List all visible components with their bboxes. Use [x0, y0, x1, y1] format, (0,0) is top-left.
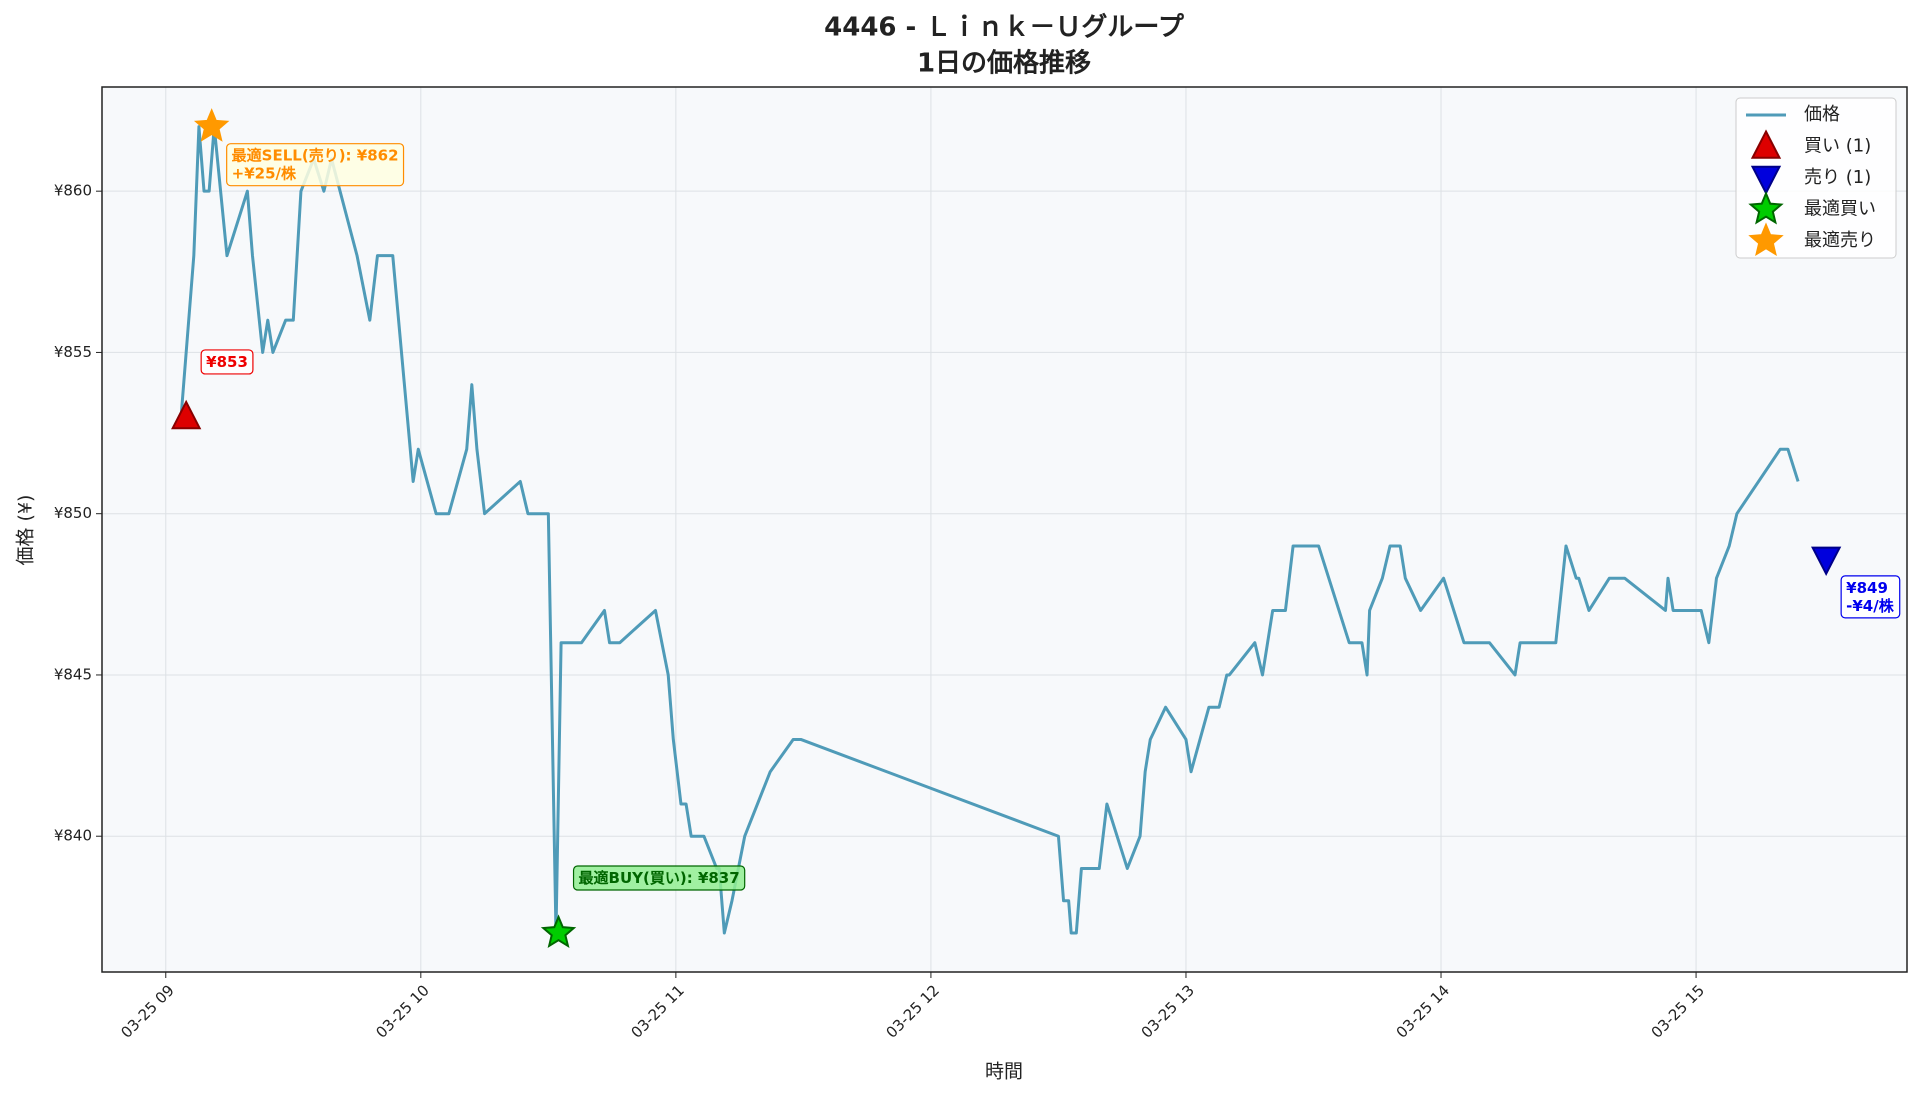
annotation-text: ¥853 — [206, 353, 248, 371]
x-tick-label: 03-25 09 — [117, 981, 177, 1041]
y-tick-label: ¥840 — [54, 827, 92, 845]
x-axis-label: 時間 — [985, 1061, 1023, 1083]
legend-label: 売り (1) — [1804, 167, 1871, 188]
annotation: 最適SELL(売り): ¥862 +¥25/株 — [226, 143, 405, 187]
annotation-text: 最適BUY(買い): ¥837 — [579, 869, 740, 887]
legend-label: 価格 — [1804, 104, 1840, 125]
legend-label: 最適買い — [1804, 199, 1876, 220]
annotation-box — [1840, 575, 1901, 619]
annotation-text: ¥849 -¥4/株 — [1846, 579, 1895, 615]
annotation-line: -¥4/株 — [1846, 597, 1895, 615]
y-tick-label: ¥855 — [54, 343, 92, 361]
annotation: ¥849 -¥4/株 — [1840, 575, 1901, 619]
legend-label: 買い (1) — [1804, 136, 1871, 157]
annotation-text: 最適SELL(売り): ¥862 +¥25/株 — [232, 147, 399, 183]
annotation-line: ¥853 — [206, 353, 248, 371]
y-axis-label: 価格 (¥) — [15, 495, 37, 566]
y-tick-label: ¥860 — [54, 182, 92, 200]
x-tick-label: 03-25 12 — [883, 981, 943, 1041]
trade-marker — [540, 914, 577, 949]
x-tick-label: 03-25 13 — [1138, 981, 1198, 1041]
x-tick-label: 03-25 10 — [372, 981, 432, 1041]
legend-swatch — [1748, 222, 1784, 257]
x-tick-label: 03-25 15 — [1648, 981, 1708, 1041]
annotation-box — [200, 349, 254, 375]
plot-area — [102, 87, 1907, 972]
price-line — [179, 125, 1800, 935]
annotation: 最適BUY(買い): ¥837 — [572, 865, 746, 891]
y-tick-label: ¥850 — [54, 504, 92, 522]
annotation-line: ¥849 — [1846, 579, 1888, 597]
trade-marker — [1811, 546, 1842, 577]
annotation: ¥853 — [200, 349, 254, 375]
plot-frame — [101, 86, 1908, 973]
y-tick-label: ¥845 — [54, 665, 92, 683]
annotation-box — [572, 865, 746, 891]
chart-subtitle: 1日の価格推移 — [917, 48, 1091, 79]
legend-swatch — [1750, 129, 1782, 159]
trade-marker — [193, 108, 230, 142]
legend-swatch — [1748, 190, 1784, 225]
trade-marker — [171, 399, 202, 430]
x-tick-label: 03-25 14 — [1393, 981, 1453, 1041]
annotation-line: 最適SELL(売り): ¥862 — [232, 147, 399, 165]
annotation-line: 最適BUY(買い): ¥837 — [579, 869, 740, 887]
chart-title: 4446 - Ｌｉｎｋ－Ｕグループ — [824, 13, 1185, 43]
x-tick-label: 03-25 11 — [627, 981, 687, 1041]
legend-label: 最適売り — [1804, 230, 1876, 251]
legend-swatch — [1750, 165, 1782, 196]
annotation-line: +¥25/株 — [232, 165, 297, 183]
annotation-box — [226, 143, 405, 187]
legend-box — [1735, 97, 1897, 259]
